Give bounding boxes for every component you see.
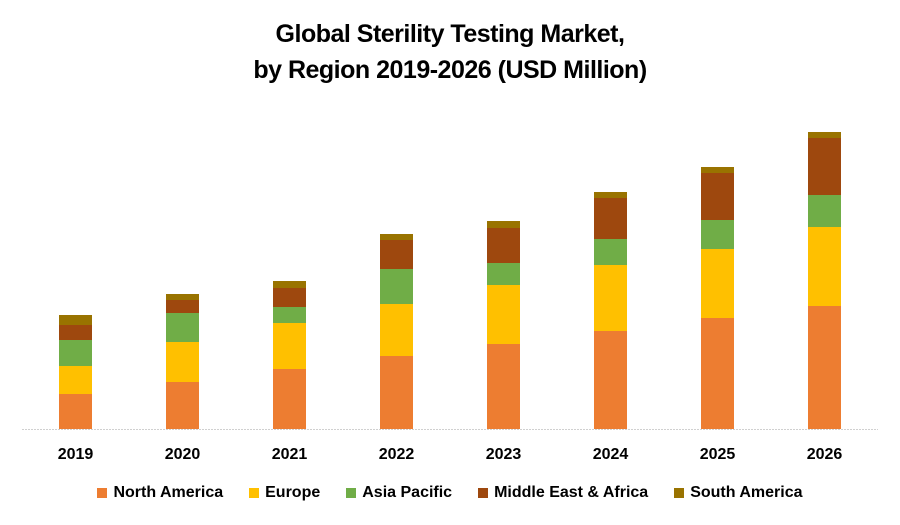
x-tick-label: 2026 (807, 446, 843, 463)
legend-label: North America (113, 484, 224, 501)
chart-title: Global Sterility Testing Market, (275, 20, 625, 48)
bar-segment-south-america-2020 (166, 294, 199, 300)
bar-segment-europe-2021 (273, 323, 306, 369)
legend-item: South America (674, 484, 803, 502)
bar-segment-asia-pacific-2025 (701, 220, 734, 249)
bar-segment-north-america-2022 (380, 356, 413, 429)
bar-segment-south-america-2021 (273, 281, 306, 288)
bar-segment-south-america-2024 (594, 192, 627, 198)
bar-segment-asia-pacific-2021 (273, 307, 306, 323)
bar-segment-north-america-2020 (166, 382, 199, 429)
bar-segment-south-america-2025 (701, 167, 734, 173)
bar-segment-middle-east-africa-2021 (273, 288, 306, 307)
bar-segment-south-america-2022 (380, 234, 413, 240)
bar-segment-europe-2023 (487, 285, 520, 344)
legend-swatch (674, 488, 685, 498)
bar-segment-asia-pacific-2026 (808, 195, 841, 227)
bar-segment-south-america-2023 (487, 221, 520, 228)
x-tick-label: 2024 (593, 446, 629, 463)
bar-segment-middle-east-africa-2026 (808, 138, 841, 195)
bar-segment-middle-east-africa-2019 (59, 325, 92, 340)
legend-swatch (478, 488, 489, 498)
bar-segment-europe-2022 (380, 304, 413, 356)
legend-label: Middle East & Africa (494, 484, 649, 501)
bar-segment-middle-east-africa-2023 (487, 228, 520, 263)
legend-swatch (97, 488, 108, 498)
legend-item: Europe (249, 484, 320, 502)
x-tick-label: 2022 (379, 446, 415, 463)
bar-segment-north-america-2019 (59, 394, 92, 429)
bar-segment-north-america-2021 (273, 369, 306, 429)
x-tick-label: 2025 (700, 446, 736, 463)
bar-segment-south-america-2026 (808, 132, 841, 138)
bar-segment-europe-2020 (166, 342, 199, 382)
legend-swatch (249, 488, 260, 498)
bar-segment-asia-pacific-2019 (59, 340, 92, 366)
bar-segment-asia-pacific-2023 (487, 263, 520, 285)
bar-segment-middle-east-africa-2022 (380, 240, 413, 269)
bar-segment-north-america-2025 (701, 318, 734, 429)
bar-segment-asia-pacific-2022 (380, 269, 413, 304)
legend-swatch (346, 488, 357, 498)
bars-group (59, 132, 841, 429)
legend-label: South America (690, 484, 803, 501)
legend-label: Europe (265, 484, 321, 501)
x-tick-label: 2021 (272, 446, 308, 463)
legend-label: Asia Pacific (362, 484, 453, 501)
bar-segment-europe-2019 (59, 366, 92, 394)
chart-subtitle: by Region 2019-2026 (USD Million) (253, 56, 647, 84)
bar-segment-middle-east-africa-2025 (701, 173, 734, 220)
bar-segment-europe-2026 (808, 227, 841, 306)
x-tick-labels: 2019 2020 2021 2022 2023 2024 2025 2026 (58, 446, 843, 463)
legend: North America Europe Asia Pacific Middle Ea… (0, 484, 900, 502)
x-tick-label: 2023 (486, 446, 522, 463)
bar-segment-europe-2024 (594, 265, 627, 331)
bar-segment-europe-2025 (701, 249, 734, 318)
bar-segment-south-america-2019 (59, 315, 92, 325)
x-tick-label: 2020 (165, 446, 201, 463)
bar-segment-north-america-2024 (594, 331, 627, 429)
bar-segment-middle-east-africa-2020 (166, 300, 199, 313)
x-tick-label: 2019 (58, 446, 94, 463)
bar-segment-middle-east-africa-2024 (594, 198, 627, 239)
legend-item: Middle East & Africa (478, 484, 648, 502)
legend-item: Asia Pacific (346, 484, 452, 502)
legend-item: North America (97, 484, 223, 502)
bar-segment-asia-pacific-2020 (166, 313, 199, 342)
bar-segment-asia-pacific-2024 (594, 239, 627, 265)
bar-segment-north-america-2023 (487, 344, 520, 429)
bar-segment-north-america-2026 (808, 306, 841, 429)
